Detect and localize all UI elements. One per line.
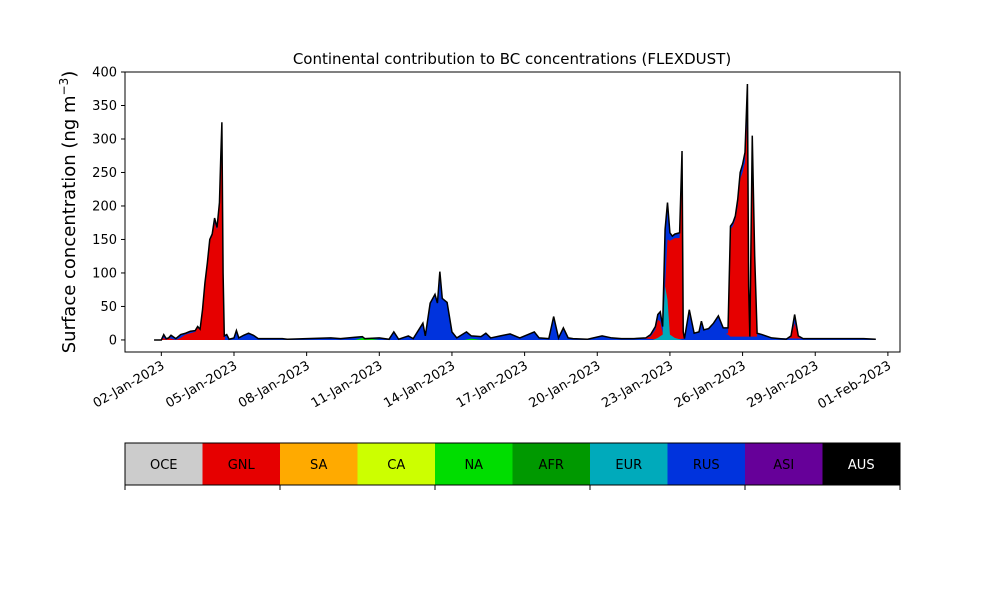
legend-swatch-oce <box>125 443 203 485</box>
legend-label-gnl: GNL <box>228 458 256 473</box>
x-tick-label: 08-Jan-2023 <box>236 358 313 411</box>
y-axis-label-superscript: −3 <box>57 78 71 96</box>
legend-swatch-gnl <box>202 443 280 485</box>
legend-swatch-na <box>435 443 513 485</box>
area-eur <box>154 286 876 340</box>
x-tick-label: 14-Jan-2023 <box>381 358 458 411</box>
legend-swatch-rus <box>667 443 745 485</box>
y-tick-label: 250 <box>92 166 117 181</box>
plot-frame <box>124 71 901 353</box>
line-total-aus <box>154 84 876 341</box>
y-tick-label: 350 <box>92 99 117 114</box>
legend-swatch-aus <box>822 443 900 485</box>
y-tick-label: 0 <box>109 333 117 348</box>
legend-frame <box>124 442 901 486</box>
legend-label-eur: EUR <box>615 458 642 473</box>
y-tick-label: 150 <box>92 233 117 248</box>
x-tick-label: 17-Jan-2023 <box>454 358 531 411</box>
area-rus <box>154 272 876 340</box>
legend-label-aus: AUS <box>848 458 875 473</box>
legend-swatch-sa <box>280 443 358 485</box>
legend-label-na: NA <box>464 458 483 473</box>
x-tick-label: 23-Jan-2023 <box>599 358 676 411</box>
x-tick-label: 11-Jan-2023 <box>309 358 386 411</box>
legend-swatch-ca <box>357 443 435 485</box>
series-layer <box>154 84 876 341</box>
legend-swatch-afr <box>512 443 590 485</box>
x-tick-label: 05-Jan-2023 <box>163 358 240 411</box>
x-tick-label: 01-Feb-2023 <box>815 358 894 412</box>
legend-swatch-asi <box>745 443 823 485</box>
y-tick-label: 100 <box>92 266 117 281</box>
y-axis-label: Surface concentration (ng m−3) <box>57 71 80 354</box>
x-tick-label: 20-Jan-2023 <box>527 358 604 411</box>
legend-label-afr: AFR <box>539 458 564 473</box>
legend-label-sa: SA <box>310 458 327 473</box>
y-axis-label-close: ) <box>59 71 80 78</box>
x-tick-label: 29-Jan-2023 <box>745 358 822 411</box>
legend-label-asi: ASI <box>773 458 794 473</box>
area-gnl <box>154 115 876 340</box>
x-tick-label: 26-Jan-2023 <box>672 358 749 411</box>
legend-label-rus: RUS <box>693 458 720 473</box>
y-tick-label: 50 <box>100 300 117 315</box>
legend-swatch-eur <box>590 443 668 485</box>
x-tick-label: 02-Jan-2023 <box>91 358 168 411</box>
area-total-fill <box>154 84 876 340</box>
legend: OCE GNL SA CA NA AFR EUR RUS ASI AUS <box>124 442 901 490</box>
y-tick-label: 200 <box>92 199 117 214</box>
y-tick-label: 300 <box>92 132 117 147</box>
y-tick-label: 400 <box>92 66 117 81</box>
legend-label-oce: OCE <box>150 458 178 473</box>
legend-label-ca: CA <box>387 458 405 473</box>
y-axis-label-main: Surface concentration (ng m <box>59 95 80 353</box>
chart-title: Continental contribution to BC concentra… <box>293 50 731 68</box>
